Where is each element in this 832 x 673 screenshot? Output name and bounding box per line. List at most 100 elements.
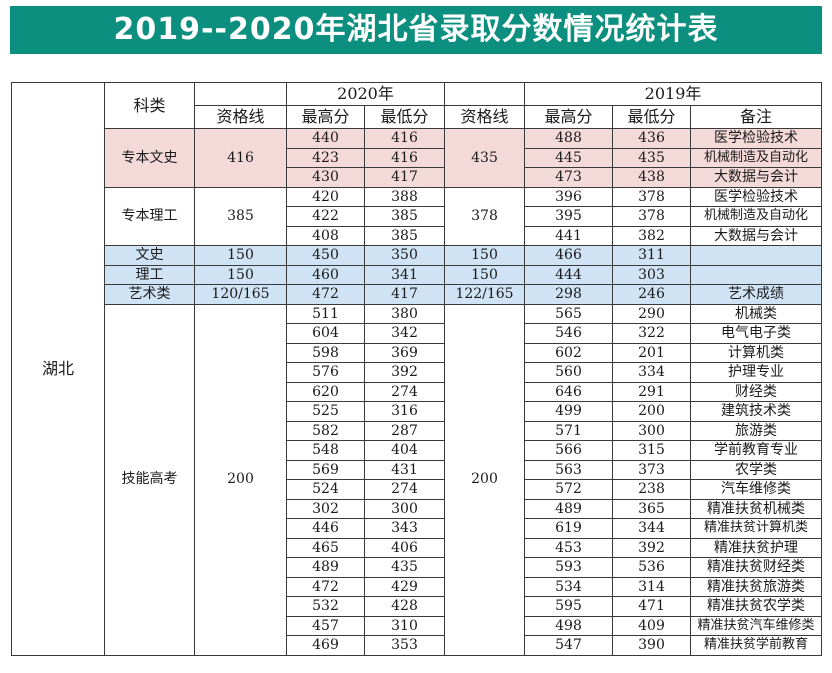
qualify-2020-cell: 385 — [194, 186, 287, 246]
note-cell: 医学检验技术 — [690, 186, 823, 207]
category-cell: 技能高考 — [104, 303, 195, 656]
min-2019-cell: 238 — [612, 479, 692, 500]
max-2019-cell: 546 — [524, 323, 614, 344]
note-cell: 大数据与会计 — [690, 225, 823, 246]
note-cell: 精准扶贫学前教育 — [690, 635, 823, 656]
max-2020-cell: 489 — [286, 557, 365, 578]
header-kelei: 科类 — [104, 82, 195, 129]
min-2019-cell: 435 — [612, 147, 692, 168]
min-2020-cell: 342 — [363, 323, 446, 344]
min-2019-cell: 373 — [612, 459, 692, 480]
max-2019-cell: 571 — [524, 420, 614, 441]
note-cell: 精准扶贫机械类 — [690, 498, 823, 519]
min-2020-cell: 316 — [363, 401, 446, 422]
note-cell: 医学检验技术 — [690, 128, 823, 149]
header-zuigao-2020: 最高分 — [286, 105, 365, 129]
score-table: 湖北 科类 2020年 2019年 资格线 最高分 最低分 资格线 最高分 最低… — [11, 82, 823, 656]
min-2019-cell: 392 — [612, 537, 692, 558]
min-2020-cell: 300 — [363, 498, 446, 519]
note-cell: 精准扶贫农学类 — [690, 596, 823, 617]
note-cell: 学前教育专业 — [690, 440, 823, 461]
max-2019-cell: 566 — [524, 440, 614, 461]
table-row: 423 416 445 435 机械制造及自动化 — [12, 147, 823, 168]
min-2020-cell: 287 — [363, 420, 446, 441]
header-zigexian-2020: 资格线 — [194, 105, 287, 129]
qualify-2019-cell: 378 — [444, 186, 526, 246]
note-cell: 精准扶贫旅游类 — [690, 576, 823, 597]
header-blank — [194, 82, 287, 106]
max-2020-cell: 576 — [286, 362, 365, 383]
table-row: 专本理工 385 420 388 378 396 378 医学检验技术 — [12, 186, 823, 246]
province-cell: 湖北 — [11, 82, 105, 656]
min-2020-cell: 343 — [363, 518, 446, 539]
table-row: 422 385 395 378 机械制造及自动化 — [12, 206, 823, 227]
min-2019-cell: 201 — [612, 342, 692, 363]
min-2019-cell: 334 — [612, 362, 692, 383]
max-2019-cell: 498 — [524, 615, 614, 636]
max-2020-cell: 302 — [286, 498, 365, 519]
table-row: 艺术类 120/165 472 417 122/165 298 246 艺术成绩 — [12, 284, 823, 305]
max-2020-cell: 511 — [286, 303, 365, 324]
max-2020-cell: 532 — [286, 596, 365, 617]
min-2020-cell: 404 — [363, 440, 446, 461]
max-2019-cell: 619 — [524, 518, 614, 539]
min-2019-cell: 409 — [612, 615, 692, 636]
table-row: 技能高考 200 511 380 200 565 290 机械类 — [12, 303, 823, 656]
table-row: 472 429 534 314 精准扶贫旅游类 — [12, 576, 823, 597]
table-row: 理工 150 460 341 150 444 303 — [12, 264, 823, 285]
max-2019-cell: 444 — [524, 264, 614, 285]
max-2019-cell: 563 — [524, 459, 614, 480]
max-2020-cell: 422 — [286, 206, 365, 227]
max-2020-cell: 604 — [286, 323, 365, 344]
max-2020-cell: 457 — [286, 615, 365, 636]
page-title: 2019--2020年湖北省录取分数情况统计表 — [10, 6, 822, 54]
min-2020-cell: 388 — [363, 186, 446, 207]
max-2019-cell: 593 — [524, 557, 614, 578]
min-2020-cell: 417 — [363, 167, 446, 188]
qualify-2020-cell: 416 — [194, 128, 287, 188]
max-2019-cell: 646 — [524, 381, 614, 402]
min-2019-cell: 291 — [612, 381, 692, 402]
min-2019-cell: 471 — [612, 596, 692, 617]
header-beizhu: 备注 — [690, 105, 823, 129]
category-cell: 理工 — [104, 264, 195, 285]
min-2019-cell: 322 — [612, 323, 692, 344]
max-2019-cell: 453 — [524, 537, 614, 558]
note-cell: 大数据与会计 — [690, 167, 823, 188]
table-row: 446 343 619 344 精准扶贫计算机类 — [12, 518, 823, 539]
min-2019-cell: 390 — [612, 635, 692, 656]
max-2020-cell: 525 — [286, 401, 365, 422]
note-cell: 机械制造及自动化 — [690, 147, 823, 168]
min-2020-cell: 428 — [363, 596, 446, 617]
min-2019-cell: 314 — [612, 576, 692, 597]
max-2019-cell: 466 — [524, 245, 614, 266]
qualify-2020-cell: 150 — [194, 245, 287, 266]
min-2020-cell: 380 — [363, 303, 446, 324]
note-cell: 财经类 — [690, 381, 823, 402]
table-row: 469 353 547 390 精准扶贫学前教育 — [12, 635, 823, 656]
qualify-2019-cell: 150 — [444, 264, 526, 285]
min-2019-cell: 438 — [612, 167, 692, 188]
note-cell: 机械类 — [690, 303, 823, 324]
min-2020-cell: 353 — [363, 635, 446, 656]
max-2019-cell: 499 — [524, 401, 614, 422]
max-2019-cell: 560 — [524, 362, 614, 383]
min-2019-cell: 436 — [612, 128, 692, 149]
header-zuidi-2020: 最低分 — [363, 105, 446, 129]
note-cell: 农学类 — [690, 459, 823, 480]
qualify-2019-cell: 150 — [444, 245, 526, 266]
header-2020: 2020年 — [285, 82, 446, 106]
qualify-2020-cell: 120/165 — [194, 284, 287, 305]
category-cell: 专本理工 — [104, 186, 195, 246]
min-2019-cell: 300 — [612, 420, 692, 441]
note-cell: 精准扶贫财经类 — [690, 557, 823, 578]
table-row: 302 300 489 365 精准扶贫机械类 — [12, 498, 823, 519]
max-2019-cell: 602 — [524, 342, 614, 363]
header-zuigao-2019: 最高分 — [524, 105, 614, 129]
max-2020-cell: 465 — [286, 537, 365, 558]
table-row: 620 274 646 291 财经类 — [12, 381, 823, 402]
min-2019-cell: 378 — [612, 206, 692, 227]
min-2020-cell: 429 — [363, 576, 446, 597]
min-2020-cell: 341 — [363, 264, 446, 285]
qualify-2020-cell: 200 — [194, 303, 287, 656]
